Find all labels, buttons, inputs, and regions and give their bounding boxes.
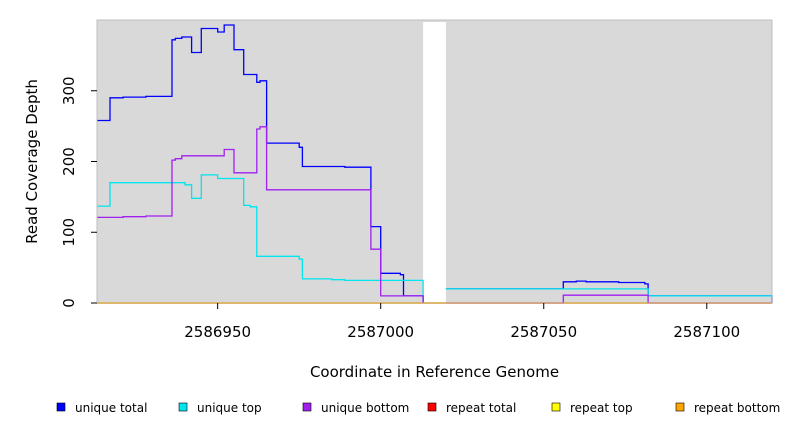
legend-label: repeat top — [570, 401, 633, 415]
legend-swatch — [551, 402, 561, 412]
legend-item-repeat-top: repeat top — [551, 401, 633, 415]
legend-swatch — [302, 402, 312, 412]
y-tick-label: 200 — [60, 147, 78, 176]
legend-label: unique bottom — [321, 401, 409, 415]
y-axis-title: Read Coverage Depth — [23, 79, 41, 244]
series-line-unique-top — [97, 174, 424, 303]
legend-label: repeat bottom — [694, 401, 780, 415]
legend-item-unique-total: unique total — [56, 401, 147, 415]
series-line-unique-total — [97, 24, 424, 303]
legend-swatch — [427, 402, 437, 412]
y-tick-label: 100 — [60, 218, 78, 247]
x-tick-label: 2587000 — [347, 323, 414, 341]
legend-swatch — [56, 402, 66, 412]
legend-label: unique total — [75, 401, 147, 415]
legend-swatch — [178, 402, 188, 412]
legend-item-unique-bottom: unique bottom — [302, 401, 409, 415]
legend-swatch — [675, 402, 685, 412]
y-axis: 0 100 200 300 — [60, 76, 97, 308]
data-gap — [423, 22, 446, 303]
x-tick-label: 2586950 — [184, 323, 251, 341]
legend-item-repeat-bottom: repeat bottom — [675, 401, 780, 415]
x-tick-label: 2587050 — [510, 323, 577, 341]
y-tick-label: 300 — [60, 76, 78, 105]
legend-item-unique-top: unique top — [178, 401, 262, 415]
y-tick-label: 0 — [60, 298, 78, 308]
x-tick-label: 2587100 — [673, 323, 740, 341]
legend-label: unique top — [197, 401, 262, 415]
x-axis: 2586950 2587000 2587050 2587100 — [184, 303, 740, 341]
gap-region — [423, 22, 446, 303]
series-line-unique-top-right — [445, 288, 772, 297]
x-axis-title: Coordinate in Reference Genome — [310, 363, 559, 381]
legend-item-repeat-total: repeat total — [427, 401, 516, 415]
legend: unique total unique top unique bottom repea… — [56, 401, 780, 415]
legend-label: repeat total — [446, 401, 516, 415]
series-line-unique-bottom — [97, 126, 424, 303]
